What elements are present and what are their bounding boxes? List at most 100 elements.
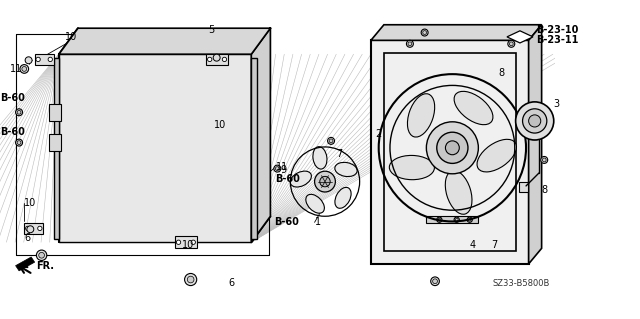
Polygon shape — [49, 134, 61, 151]
Circle shape — [177, 240, 180, 244]
Circle shape — [22, 67, 27, 71]
Text: FR.: FR. — [36, 261, 54, 271]
Text: B-60: B-60 — [274, 217, 299, 227]
Circle shape — [421, 29, 428, 36]
FancyArrowPatch shape — [20, 267, 31, 273]
Text: 11: 11 — [10, 64, 22, 74]
Text: 7: 7 — [492, 240, 498, 250]
Text: 2: 2 — [375, 129, 381, 139]
Polygon shape — [54, 58, 59, 239]
Polygon shape — [206, 54, 228, 65]
Circle shape — [275, 167, 279, 171]
Text: 10: 10 — [214, 120, 227, 130]
Circle shape — [516, 102, 554, 140]
Circle shape — [184, 273, 196, 286]
Circle shape — [27, 226, 34, 233]
Circle shape — [508, 40, 515, 47]
Text: 10: 10 — [65, 32, 77, 42]
Text: 6: 6 — [228, 278, 235, 288]
Polygon shape — [252, 58, 257, 239]
Circle shape — [15, 139, 22, 146]
Ellipse shape — [389, 155, 435, 180]
Text: B-23-11: B-23-11 — [536, 35, 579, 45]
Circle shape — [20, 65, 29, 73]
Circle shape — [39, 252, 44, 258]
Ellipse shape — [454, 91, 493, 125]
Circle shape — [436, 217, 442, 222]
Polygon shape — [507, 31, 533, 43]
Circle shape — [36, 57, 40, 62]
Ellipse shape — [408, 94, 435, 137]
Circle shape — [222, 57, 227, 62]
Text: 5: 5 — [208, 25, 214, 35]
Circle shape — [408, 42, 412, 46]
Polygon shape — [24, 223, 44, 234]
Circle shape — [48, 57, 52, 62]
Ellipse shape — [313, 147, 327, 169]
Text: 8: 8 — [499, 68, 504, 78]
Text: 1: 1 — [315, 217, 321, 227]
Circle shape — [467, 217, 472, 222]
Polygon shape — [371, 25, 541, 40]
Circle shape — [406, 40, 413, 47]
Polygon shape — [371, 40, 529, 264]
Circle shape — [213, 54, 220, 61]
Circle shape — [438, 218, 441, 221]
Circle shape — [36, 250, 47, 260]
Circle shape — [523, 109, 547, 133]
Ellipse shape — [306, 194, 324, 213]
Text: 3: 3 — [553, 99, 559, 108]
Polygon shape — [426, 216, 478, 223]
Circle shape — [25, 57, 32, 64]
Ellipse shape — [477, 139, 516, 172]
Polygon shape — [252, 28, 270, 242]
Text: 11: 11 — [276, 162, 288, 172]
Polygon shape — [529, 25, 541, 264]
Circle shape — [274, 165, 281, 172]
Circle shape — [38, 226, 42, 231]
Text: 4: 4 — [470, 240, 476, 250]
Polygon shape — [59, 54, 252, 242]
Text: B-60: B-60 — [0, 93, 25, 102]
Circle shape — [445, 141, 460, 155]
Text: 10: 10 — [24, 198, 36, 208]
Polygon shape — [175, 236, 196, 248]
Circle shape — [15, 109, 22, 116]
Circle shape — [529, 115, 541, 127]
Circle shape — [468, 218, 471, 221]
Text: 9: 9 — [281, 165, 287, 175]
Circle shape — [426, 122, 478, 174]
Polygon shape — [35, 54, 54, 65]
Circle shape — [328, 137, 335, 144]
Text: B-23-10: B-23-10 — [536, 25, 579, 35]
Ellipse shape — [291, 171, 312, 187]
Polygon shape — [15, 257, 35, 271]
Text: SZ33-B5800B: SZ33-B5800B — [492, 279, 550, 288]
Circle shape — [454, 217, 460, 222]
Circle shape — [191, 240, 195, 244]
Circle shape — [431, 277, 440, 286]
Circle shape — [423, 31, 426, 34]
Ellipse shape — [445, 171, 472, 214]
Text: B-60: B-60 — [276, 174, 300, 184]
Circle shape — [542, 158, 546, 162]
Text: 8: 8 — [541, 185, 548, 195]
Circle shape — [509, 42, 513, 46]
Text: 7: 7 — [336, 149, 342, 159]
Ellipse shape — [335, 162, 357, 177]
Text: 10: 10 — [182, 240, 194, 250]
Text: B-60: B-60 — [0, 127, 25, 137]
Circle shape — [436, 132, 468, 163]
Polygon shape — [59, 28, 270, 54]
Circle shape — [207, 57, 212, 62]
Polygon shape — [49, 104, 61, 121]
Circle shape — [320, 176, 330, 187]
Circle shape — [329, 139, 333, 143]
Ellipse shape — [335, 187, 351, 208]
Circle shape — [188, 276, 194, 283]
Circle shape — [26, 226, 30, 231]
Circle shape — [17, 141, 21, 145]
Circle shape — [17, 110, 21, 114]
Polygon shape — [519, 182, 528, 192]
Circle shape — [455, 218, 458, 221]
